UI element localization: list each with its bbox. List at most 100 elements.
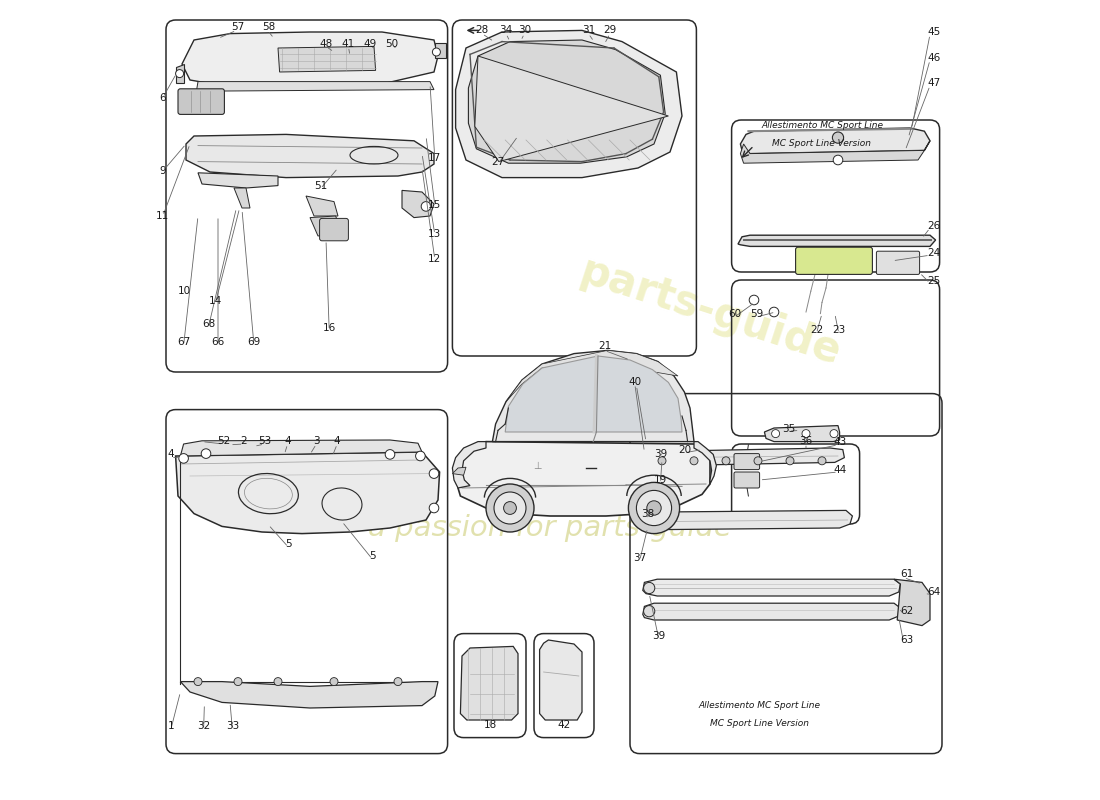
Polygon shape	[654, 448, 845, 466]
Circle shape	[802, 430, 810, 438]
Circle shape	[644, 606, 654, 617]
Circle shape	[628, 482, 680, 534]
Polygon shape	[461, 646, 518, 720]
Text: 10: 10	[178, 286, 191, 296]
Circle shape	[194, 678, 202, 686]
Polygon shape	[234, 188, 250, 208]
Circle shape	[637, 490, 672, 526]
Polygon shape	[455, 30, 682, 178]
Circle shape	[429, 469, 439, 478]
Text: 41: 41	[342, 39, 355, 49]
Text: 12: 12	[428, 254, 441, 264]
Polygon shape	[452, 442, 486, 488]
Text: 39: 39	[653, 450, 667, 459]
Circle shape	[432, 48, 440, 56]
Circle shape	[754, 457, 762, 465]
Polygon shape	[894, 579, 930, 626]
Circle shape	[330, 678, 338, 686]
Text: 14: 14	[209, 296, 222, 306]
Text: 49: 49	[363, 39, 376, 49]
Text: 27: 27	[492, 157, 505, 166]
Text: 4: 4	[167, 450, 174, 459]
Text: 57: 57	[231, 22, 244, 32]
Text: Allestimento MC Sport Line: Allestimento MC Sport Line	[698, 701, 821, 710]
Polygon shape	[505, 356, 682, 432]
Polygon shape	[694, 442, 716, 484]
Text: 4: 4	[284, 436, 290, 446]
Text: 42: 42	[558, 720, 571, 730]
Polygon shape	[278, 46, 375, 72]
Polygon shape	[540, 640, 582, 720]
Circle shape	[644, 508, 654, 519]
Text: ⊥: ⊥	[534, 461, 541, 470]
Text: 17: 17	[428, 154, 441, 163]
Circle shape	[818, 457, 826, 465]
Polygon shape	[493, 350, 694, 442]
Text: 39: 39	[652, 631, 666, 641]
Text: 5: 5	[285, 539, 292, 549]
Text: 63: 63	[900, 635, 913, 645]
Text: 24: 24	[927, 248, 940, 258]
Text: a passion for parts-guide: a passion for parts-guide	[368, 514, 732, 542]
Text: 26: 26	[927, 221, 940, 230]
Circle shape	[690, 457, 698, 465]
FancyBboxPatch shape	[320, 218, 349, 241]
Text: 11: 11	[156, 211, 169, 221]
Text: 16: 16	[322, 323, 335, 333]
Text: 48: 48	[319, 39, 332, 49]
Polygon shape	[452, 467, 466, 475]
Polygon shape	[176, 64, 184, 83]
Text: 37: 37	[632, 553, 646, 562]
Text: 61: 61	[900, 570, 913, 579]
Circle shape	[385, 450, 395, 459]
Text: 47: 47	[927, 78, 940, 88]
Polygon shape	[186, 134, 434, 178]
Text: 25: 25	[927, 276, 940, 286]
Text: 9: 9	[160, 166, 166, 176]
Text: 6: 6	[160, 93, 166, 102]
Text: 64: 64	[927, 587, 940, 597]
Text: 35: 35	[782, 424, 795, 434]
Circle shape	[486, 484, 534, 532]
Circle shape	[494, 492, 526, 524]
Circle shape	[504, 502, 516, 514]
Polygon shape	[458, 442, 710, 516]
Text: 40: 40	[628, 377, 641, 386]
Text: 23: 23	[833, 326, 846, 335]
Text: parts-guide: parts-guide	[574, 250, 846, 374]
Circle shape	[647, 501, 661, 515]
Text: 5: 5	[370, 551, 376, 561]
Circle shape	[658, 457, 666, 465]
Text: 58: 58	[262, 22, 275, 32]
Text: MC Sport Line Version: MC Sport Line Version	[711, 718, 810, 728]
FancyBboxPatch shape	[734, 454, 760, 470]
Circle shape	[642, 510, 656, 522]
Text: 66: 66	[211, 338, 224, 347]
Text: 30: 30	[518, 26, 531, 35]
Text: 20: 20	[678, 446, 691, 455]
FancyBboxPatch shape	[795, 247, 872, 274]
Text: 18: 18	[483, 720, 496, 730]
Circle shape	[771, 430, 780, 438]
Text: 60: 60	[728, 309, 741, 318]
Text: 38: 38	[641, 509, 654, 518]
Polygon shape	[645, 510, 852, 530]
Circle shape	[274, 678, 282, 686]
Polygon shape	[475, 56, 669, 162]
Text: 68: 68	[201, 319, 214, 329]
Circle shape	[786, 457, 794, 465]
Text: 62: 62	[900, 606, 913, 616]
Text: 44: 44	[834, 465, 847, 474]
Polygon shape	[506, 350, 678, 402]
Text: 36: 36	[800, 436, 813, 446]
Circle shape	[234, 678, 242, 686]
Text: 22: 22	[810, 326, 823, 335]
Text: 52: 52	[217, 436, 230, 446]
Polygon shape	[642, 579, 901, 596]
Text: 53: 53	[257, 436, 271, 446]
Polygon shape	[176, 452, 440, 534]
Polygon shape	[180, 682, 438, 708]
Circle shape	[749, 295, 759, 305]
Polygon shape	[180, 440, 422, 456]
Polygon shape	[306, 196, 338, 216]
